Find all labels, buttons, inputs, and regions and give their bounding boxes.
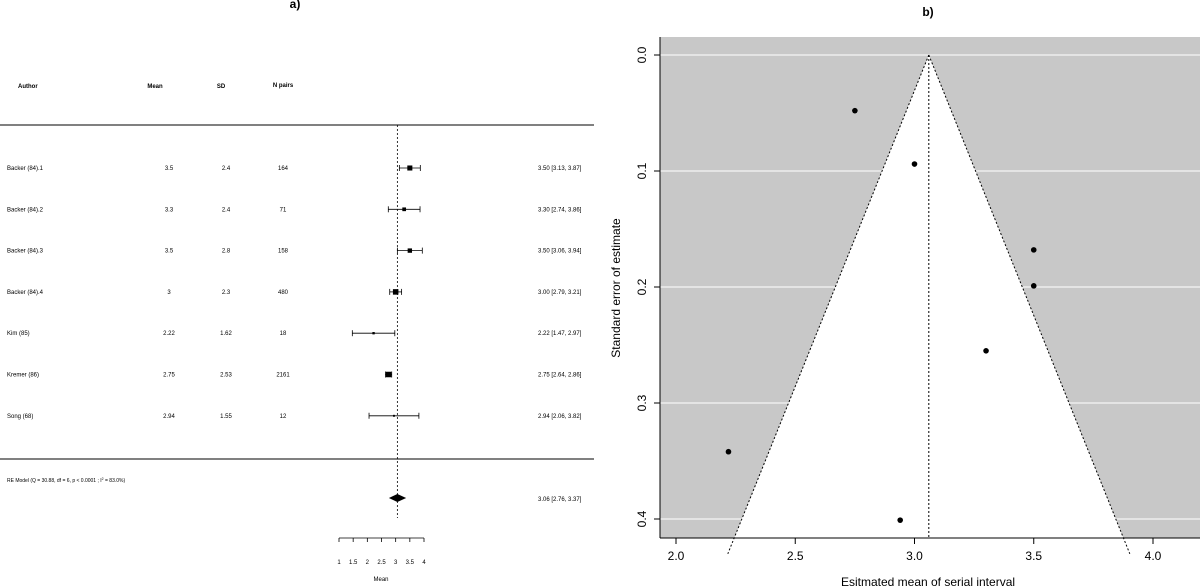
forest-x-tick-label: 1 <box>337 560 341 566</box>
row-sd: 1.55 <box>220 414 232 420</box>
row-mean: 2.75 <box>163 373 175 379</box>
forest-x-tick-label: 1.5 <box>349 560 358 566</box>
funnel-x-tick-label: 2.5 <box>787 549 804 563</box>
forest-rows: Backer (84).1 3.5 2.4 164 3.50 [3.13, 3.87]B… <box>7 165 582 420</box>
forest-row: Kremer (86) 2.75 2.53 2161 2.75 [2.64, 2.86] <box>7 371 582 379</box>
row-n-pairs: 71 <box>280 207 287 213</box>
column-header-n-pairs: N pairs <box>273 83 294 89</box>
point-estimate-square <box>385 371 392 378</box>
funnel-points <box>725 107 1037 523</box>
row-n-pairs: 158 <box>278 249 289 255</box>
funnel-x-axis: 2.0 2.5 3.0 3.5 4.0 <box>668 538 1162 563</box>
row-ci-label: 3.50 [3.06, 3.94] <box>538 249 582 255</box>
funnel-x-tick-label: 3.5 <box>1025 549 1042 563</box>
row-mean: 3.3 <box>165 207 174 213</box>
row-author: Kremer (86) <box>7 373 39 379</box>
row-sd: 2.3 <box>222 290 231 296</box>
forest-x-tick-label: 2.5 <box>377 560 386 566</box>
funnel-y-tick-label: 0.0 <box>635 46 649 63</box>
forest-plot-panel: a) Author Mean SD N pairs Backer (84).1 3… <box>0 0 594 583</box>
row-mean: 3.5 <box>165 249 174 255</box>
funnel-right-boundary <box>928 54 1131 554</box>
point-estimate-square <box>407 248 413 253</box>
funnel-point <box>983 348 989 354</box>
funnel-x-tick-label: 2.0 <box>668 549 685 563</box>
row-ci-label: 2.94 [2.06, 3.82] <box>538 414 582 420</box>
row-author: Kim (85) <box>7 331 30 337</box>
funnel-point <box>897 517 903 523</box>
forest-row: Backer (84).4 3 2.3 480 3.00 [2.79, 3.21] <box>7 288 582 296</box>
forest-x-tick-label: 4 <box>422 560 426 566</box>
funnel-x-axis-label: Esitmated mean of serial interval <box>841 575 1015 588</box>
forest-x-axis-label: Mean <box>373 577 388 583</box>
point-estimate-square <box>392 289 399 295</box>
row-author: Backer (84).1 <box>7 166 44 172</box>
funnel-y-tick-label: 0.2 <box>635 278 649 295</box>
forest-row: Song (68) 2.94 1.55 12 2.94 [2.06, 3.82] <box>7 412 582 420</box>
column-header-author: Author <box>18 84 38 90</box>
forest-row: Backer (84).1 3.5 2.4 164 3.50 [3.13, 3.87] <box>7 165 582 172</box>
row-n-pairs: 2161 <box>276 373 290 379</box>
row-ci-label: 3.30 [2.74, 3.86] <box>538 207 582 213</box>
row-author: Backer (84).2 <box>7 207 44 213</box>
row-sd: 2.53 <box>220 373 232 379</box>
funnel-y-axis: 0.0 0.1 0.2 0.3 0.4 <box>635 46 660 527</box>
row-n-pairs: 18 <box>280 331 287 337</box>
row-sd: 1.62 <box>220 331 232 337</box>
forest-row: Backer (84).2 3.3 2.4 71 3.30 [2.74, 3.86] <box>7 206 582 213</box>
row-mean: 3 <box>167 290 171 296</box>
forest-row: Backer (84).3 3.5 2.8 158 3.50 [3.06, 3.94] <box>7 247 582 255</box>
funnel-point <box>911 161 918 167</box>
funnel-x-tick-label: 4.0 <box>1145 549 1162 563</box>
point-estimate-square <box>407 165 413 171</box>
funnel-x-tick-label: 3.0 <box>906 549 923 563</box>
summary-label: RE Model (Q = 30.88, df = 6, p < 0.0001 … <box>7 477 125 484</box>
funnel-point <box>852 107 858 114</box>
funnel-y-tick-label: 0.3 <box>635 394 649 411</box>
row-author: Backer (84).4 <box>7 290 44 296</box>
forest-panel-label: a) <box>290 0 301 11</box>
funnel-y-tick-label: 0.1 <box>635 162 649 179</box>
row-n-pairs: 12 <box>280 414 287 420</box>
forest-x-tick-label: 2 <box>366 560 370 566</box>
funnel-point <box>1030 283 1037 289</box>
row-author: Backer (84).3 <box>7 249 44 255</box>
summary-ci-label: 3.06 [2.76, 3.37] <box>538 497 582 503</box>
point-estimate-square <box>402 207 407 212</box>
forest-x-tick-label: 3.5 <box>406 560 415 566</box>
point-estimate-square <box>372 332 375 335</box>
row-mean: 2.22 <box>163 331 175 337</box>
row-ci-label: 2.22 [1.47, 2.97] <box>538 331 582 337</box>
funnel-panel-label: b) <box>922 5 933 19</box>
row-n-pairs: 480 <box>278 290 289 296</box>
point-estimate-square <box>393 414 395 417</box>
column-header-mean: Mean <box>147 84 163 90</box>
row-author: Song (68) <box>7 414 33 420</box>
forest-x-tick-label: 3 <box>394 560 398 566</box>
forest-x-axis: 1 1.5 2 2.5 3 3.5 4 <box>337 537 426 566</box>
funnel-y-axis-label: Standard error of estimate <box>609 218 623 358</box>
row-mean: 3.5 <box>165 166 174 172</box>
row-ci-label: 3.50 [3.13, 3.87] <box>538 166 582 172</box>
row-sd: 2.4 <box>222 166 231 172</box>
row-sd: 2.8 <box>222 249 231 255</box>
funnel-left-boundary <box>727 54 930 554</box>
funnel-plot-panel: b) 2.0 2.5 3.0 3.5 4.0 0.0 0.1 0.2 0.3 0.4 Esitm… <box>609 5 1200 588</box>
funnel-point <box>725 448 732 455</box>
row-mean: 2.94 <box>163 414 175 420</box>
row-ci-label: 2.75 [2.64, 2.86] <box>538 373 582 379</box>
forest-summary: RE Model (Q = 30.88, df = 6, p < 0.0001 … <box>7 477 582 503</box>
row-n-pairs: 164 <box>278 166 289 172</box>
row-ci-label: 3.00 [2.79, 3.21] <box>538 290 582 296</box>
funnel-point <box>1030 247 1037 253</box>
funnel-y-tick-label: 0.4 <box>635 510 649 527</box>
summary-diamond <box>388 494 407 502</box>
forest-row: Kim (85) 2.22 1.62 18 2.22 [1.47, 2.97] <box>7 330 582 337</box>
row-sd: 2.4 <box>222 207 231 213</box>
column-header-sd: SD <box>217 84 226 90</box>
